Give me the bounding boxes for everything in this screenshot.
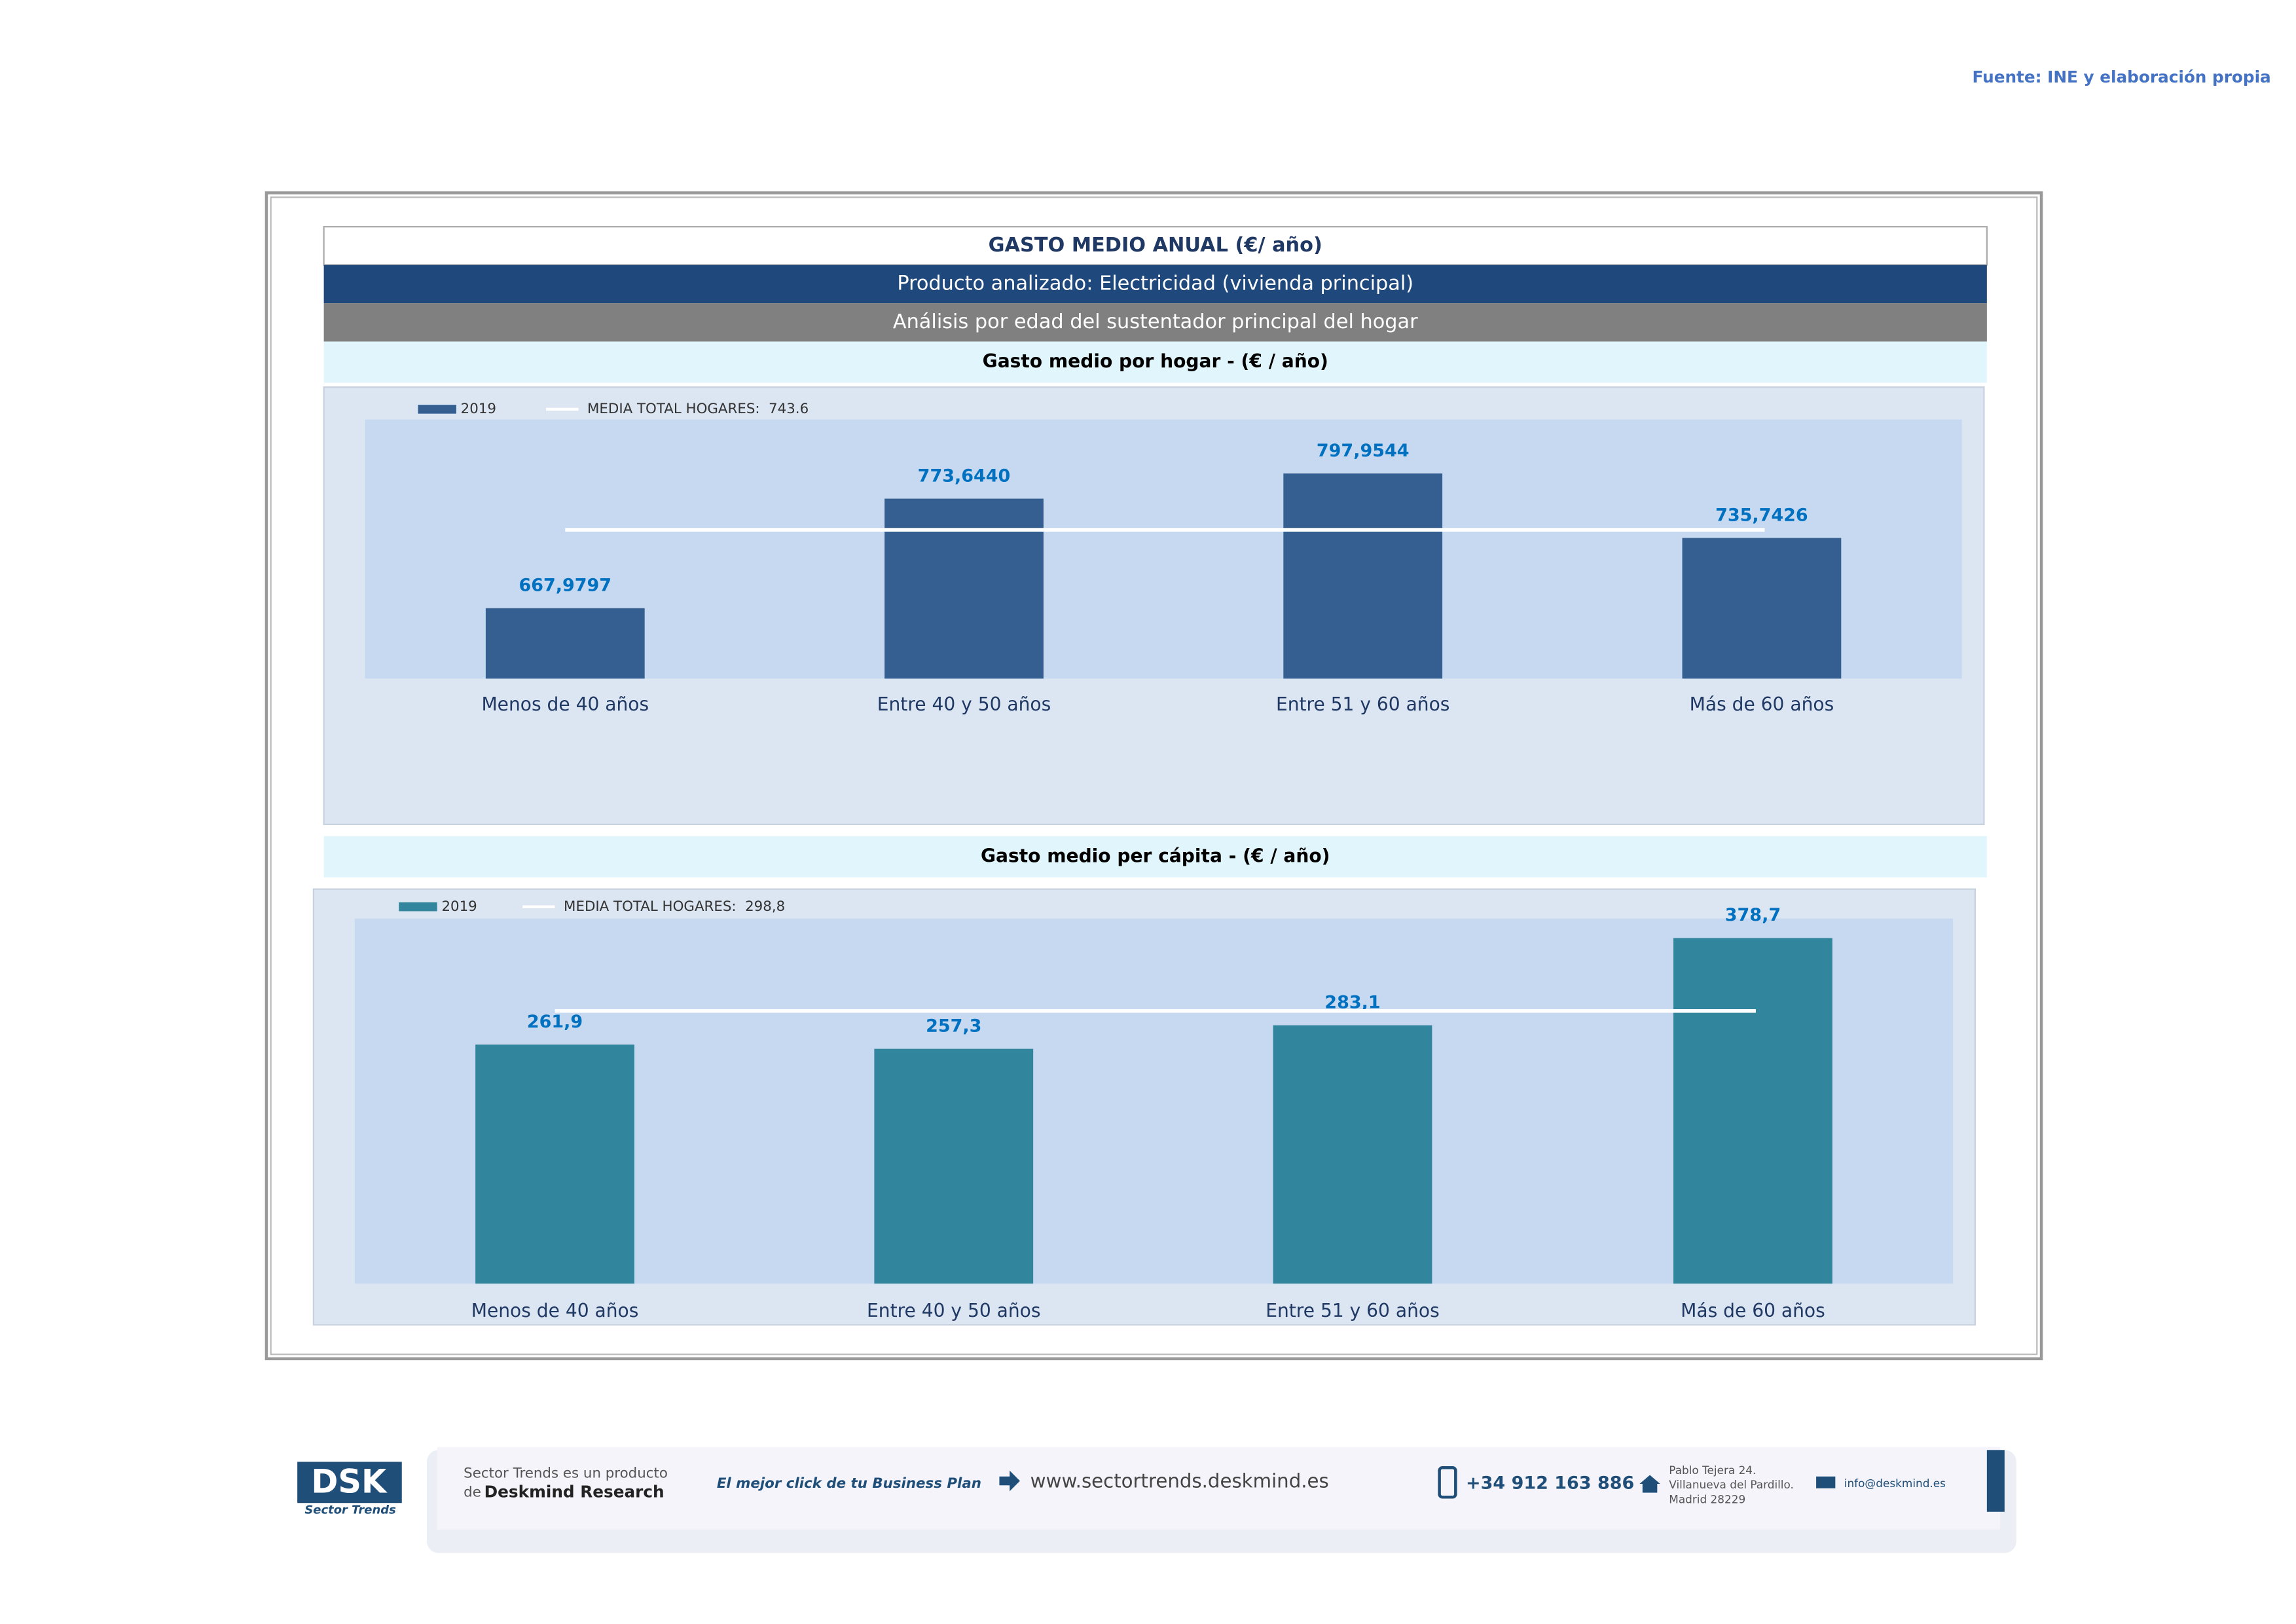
- product: Producto analizado: Electricidad (vivien…: [897, 272, 1413, 295]
- value-label: 261,9: [527, 1012, 583, 1032]
- address3: Madrid 28229: [1669, 1493, 1745, 1506]
- footer-line2b: Deskmind Research: [484, 1482, 665, 1501]
- legend-swatch: [399, 902, 437, 912]
- section-band: [323, 341, 1987, 383]
- phone: +34 912 163 886: [1466, 1473, 1634, 1493]
- x-tick-label: Menos de 40 años: [471, 1300, 639, 1321]
- reference-label: 298,8: [745, 898, 785, 915]
- value-label: 378,7: [1725, 905, 1781, 925]
- phone-icon: [1438, 1466, 1457, 1499]
- section-band: [323, 836, 1987, 877]
- legend-label: 2019: [441, 898, 477, 915]
- logo: DSK: [311, 1462, 388, 1500]
- bar: [485, 608, 645, 679]
- logo-sub: Sector Trends: [304, 1503, 396, 1517]
- product-band: [323, 265, 1987, 304]
- chart-title: Gasto medio per cápita - (€ / año): [981, 845, 1330, 866]
- x-tick-label: Entre 51 y 60 años: [1266, 1300, 1439, 1321]
- mail-icon: [1816, 1476, 1836, 1488]
- footer-line1: Sector Trends es un producto: [464, 1465, 668, 1481]
- web-icon: [999, 1470, 1020, 1492]
- x-tick-label: Entre 40 y 50 años: [867, 1300, 1040, 1321]
- bar: [884, 498, 1044, 679]
- footer-tab: [1986, 1450, 2005, 1512]
- title-box: [323, 226, 1988, 266]
- email: info@deskmind.es: [1844, 1477, 1946, 1490]
- x-tick-label: Entre 40 y 50 años: [877, 693, 1051, 715]
- title: GASTO MEDIO ANUAL (€/ año): [989, 234, 1322, 257]
- address2: Villanueva del Pardillo.: [1669, 1478, 1794, 1491]
- legend-label: 2019: [461, 401, 496, 417]
- footer: DSK Sector Trends Sector Trends es un pr…: [297, 1447, 2016, 1553]
- address1: Pablo Tejera 24.: [1669, 1464, 1756, 1477]
- bar: [874, 1048, 1034, 1284]
- frame-inner: [270, 196, 2038, 1356]
- value-label: 773,6440: [918, 466, 1011, 486]
- value-label: 257,3: [926, 1016, 981, 1036]
- source: Fuente: INE y elaboración propia: [1972, 67, 2270, 86]
- legend-label: MEDIA TOTAL HOGARES:: [564, 898, 737, 915]
- footer-banner: [437, 1447, 2001, 1530]
- x-tick-label: Menos de 40 años: [481, 693, 649, 715]
- bar: [475, 1044, 634, 1284]
- web: www.sectortrends.deskmind.es: [1030, 1470, 1329, 1492]
- analysis-band: [323, 303, 1987, 342]
- slogan: El mejor click de tu Business Plan: [717, 1475, 981, 1492]
- logo-box: [297, 1462, 402, 1504]
- chart-title: Gasto medio por hogar - (€ / año): [983, 350, 1328, 372]
- bar: [1682, 538, 1842, 679]
- value-label: 797,9544: [1317, 441, 1410, 461]
- legend-label: MEDIA TOTAL HOGARES:: [587, 401, 760, 417]
- home-icon: [1639, 1475, 1660, 1493]
- bar: [1283, 473, 1443, 679]
- bar: [1273, 1025, 1432, 1284]
- x-tick-label: Más de 60 años: [1690, 693, 1834, 715]
- reference-label: 743.6: [769, 401, 809, 417]
- analysis: Análisis por edad del sustentador princi…: [893, 310, 1418, 333]
- legend-swatch: [418, 405, 456, 414]
- bar: [1673, 938, 1832, 1284]
- x-tick-label: Entre 51 y 60 años: [1276, 693, 1449, 715]
- value-label: 735,7426: [1715, 505, 1808, 525]
- value-label: 667,9797: [519, 576, 611, 596]
- x-tick-label: Más de 60 años: [1681, 1300, 1825, 1321]
- footer-line2a: de: [464, 1484, 481, 1500]
